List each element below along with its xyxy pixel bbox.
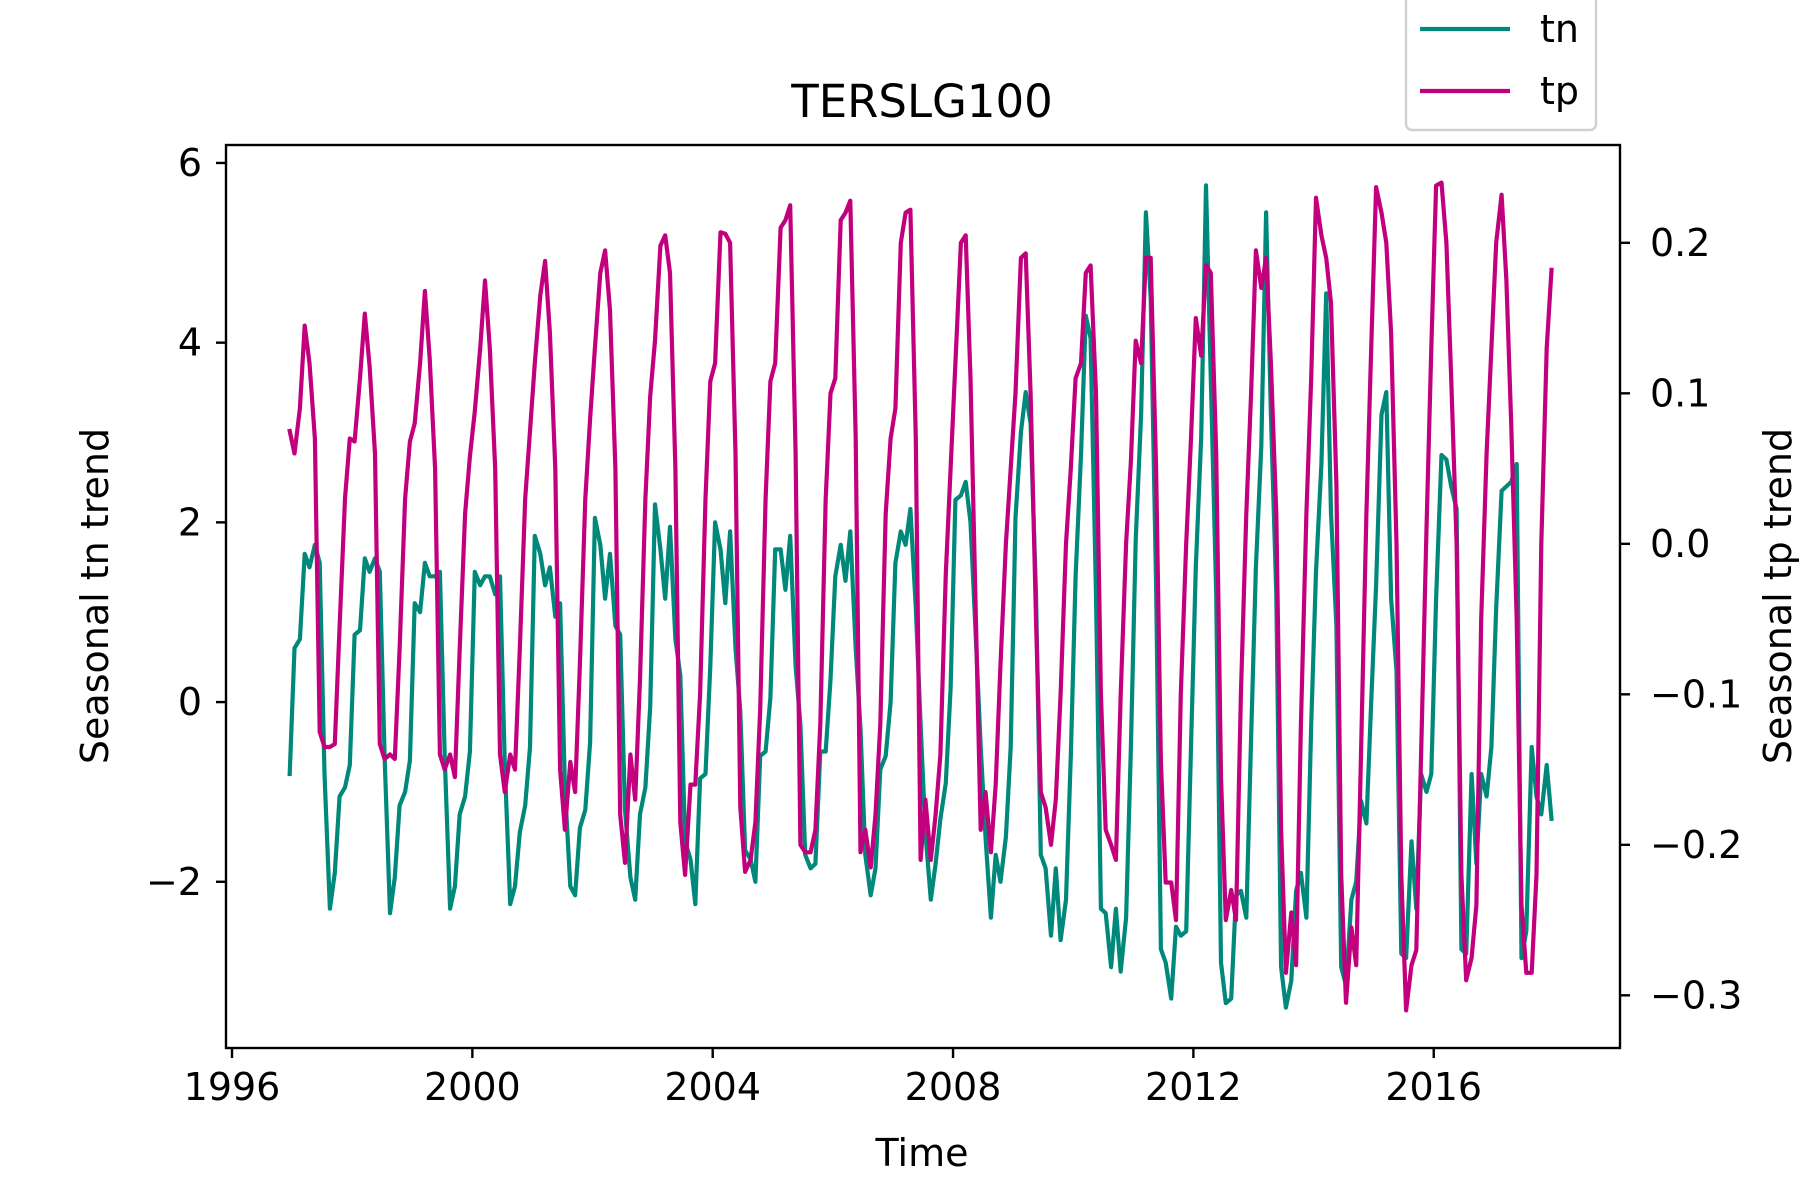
y-axis-right: −0.3 −0.2 −0.1 0.0 0.1 0.2 [1620,221,1742,1017]
y-right-tick-label: −0.2 [1650,823,1742,867]
y-left-tick-label: 6 [178,141,202,185]
x-tick-label: 2004 [664,1065,761,1109]
legend-label-tp: tp [1540,69,1579,113]
x-tick-label: 2012 [1145,1065,1242,1109]
legend-label-tn: tn [1540,7,1579,51]
plot-lines [287,180,1554,1013]
x-tick-label: 2016 [1385,1065,1482,1109]
y-left-tick-label: −2 [146,860,202,904]
y-right-tick-label: 0.1 [1650,371,1710,415]
y-right-tick-label: −0.1 [1650,672,1742,716]
x-tick-label: 2008 [905,1065,1002,1109]
y-axis-left: −2 0 2 4 6 [146,141,226,904]
legend-box [1404,0,1598,132]
y-left-tick-label: 2 [178,500,202,544]
plot-frame [224,143,1622,1050]
x-tick-label: 2000 [424,1065,521,1109]
y-left-tick-label: 0 [178,680,202,724]
y-left-tick-label: 4 [178,321,202,365]
y-axis-right-label: Seasonal tp trend [1756,428,1800,764]
legend: tn tp [1404,0,1598,132]
y-right-tick-label: 0.2 [1650,221,1710,265]
y-axis-left-label: Seasonal tn trend [73,428,117,764]
chart-title: TERSLG100 [790,75,1053,128]
x-axis: 1996 2000 2004 2008 2012 2016 [184,1048,1482,1109]
series-line-tp [287,180,1554,1013]
x-tick-label: 1996 [184,1065,281,1109]
y-right-tick-label: −0.3 [1650,973,1742,1017]
y-right-tick-label: 0.0 [1650,522,1710,566]
x-axis-label: Time [875,1131,969,1175]
